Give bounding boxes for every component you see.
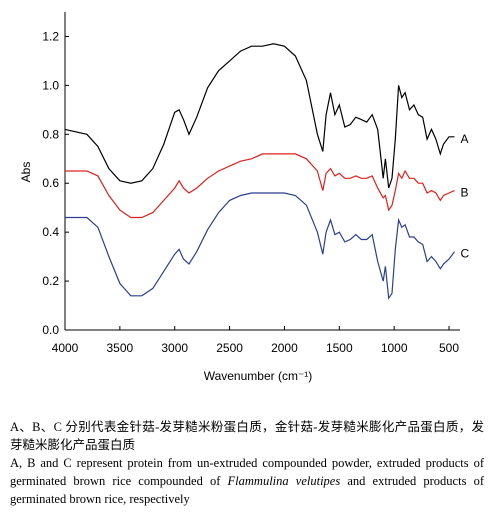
- series-label: A: [461, 132, 469, 146]
- y-tick-label: 0.8: [42, 127, 59, 141]
- y-tick-label: 1.0: [42, 78, 59, 92]
- x-tick-label: 1500: [326, 341, 353, 355]
- series-label: C: [461, 247, 470, 261]
- y-axis-label: Abs: [19, 162, 33, 183]
- x-tick-label: 3500: [107, 341, 134, 355]
- series-line: [65, 153, 455, 219]
- caption-en-text: A, B and C represent protein from un-ext…: [10, 456, 484, 488]
- x-tick-label: 1000: [381, 341, 408, 355]
- x-tick-label: 500: [439, 341, 459, 355]
- series-label: B: [461, 186, 469, 200]
- caption: A、B、C 分别代表金针菇-发芽糙米粉蛋白质，金针菇-发芽糙米膨化产品蛋白质，发…: [10, 418, 484, 508]
- caption-zh: A、B、C 分别代表金针菇-发芽糙米粉蛋白质，金针菇-发芽糙米膨化产品蛋白质，发…: [10, 420, 484, 452]
- series-line: [64, 43, 455, 189]
- series-line: [65, 192, 455, 300]
- x-tick-label: 4000: [52, 341, 79, 355]
- y-tick-label: 1.2: [42, 29, 59, 43]
- x-tick-label: 2000: [271, 341, 298, 355]
- caption-en-text: and extruded products of germinated brow…: [10, 474, 484, 506]
- y-tick-label: 0.0: [42, 323, 59, 337]
- caption-en-italic: Flammulina velutipes: [227, 474, 341, 488]
- x-tick-label: 2500: [216, 341, 243, 355]
- y-tick-label: 0.4: [42, 225, 59, 239]
- chart: Wavenumber (cm⁻¹) Abs 0.0 0.2 0.4 0.6 0.8 1.0…: [19, 12, 470, 383]
- y-tick-label: 0.6: [42, 176, 59, 190]
- x-tick-label: 3000: [161, 341, 188, 355]
- caption-en: A, B and C represent protein from un-ext…: [10, 454, 484, 508]
- x-axis-label: Wavenumber (cm⁻¹): [204, 369, 313, 383]
- y-tick-label: 0.2: [42, 274, 59, 288]
